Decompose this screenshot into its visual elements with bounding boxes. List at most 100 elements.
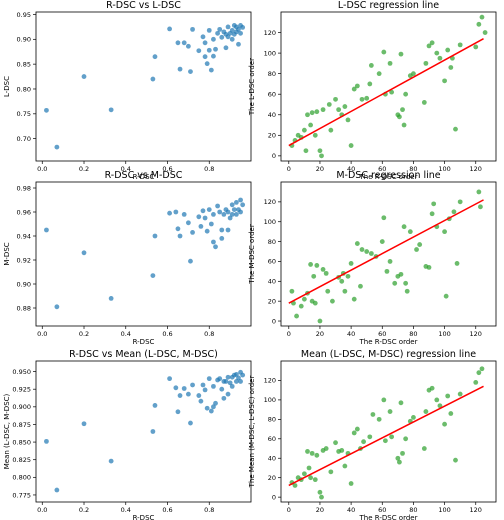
data-point <box>208 221 214 227</box>
data-point <box>177 66 183 72</box>
data-point <box>429 40 435 46</box>
data-point <box>368 63 374 68</box>
data-point <box>403 436 409 442</box>
chart-panel-2: L-DSC regression line 0 20 40 60 80 100 120 0 20 4… <box>248 0 497 181</box>
data-point <box>152 403 158 408</box>
data-point <box>400 107 405 113</box>
data-point <box>348 143 354 148</box>
y-axis-label: The M-DSC order <box>248 224 256 285</box>
data-point <box>442 78 447 84</box>
y-tick-label: 0.92 <box>17 256 31 264</box>
data-point <box>476 21 482 27</box>
data-point <box>319 153 324 159</box>
data-point <box>395 455 401 461</box>
x-tick-label: 0.8 <box>204 506 214 514</box>
data-point <box>188 420 193 426</box>
data-point <box>305 112 310 118</box>
data-point <box>292 483 298 488</box>
data-point <box>473 379 479 385</box>
y-tick-label: 60 <box>268 258 276 266</box>
data-point <box>289 288 295 294</box>
data-point <box>411 71 416 77</box>
data-point <box>317 148 323 154</box>
x-axis-label: R-DSC <box>133 514 155 520</box>
x-tick-label: 0.2 <box>79 165 89 173</box>
y-tick-label: 100 <box>264 218 276 226</box>
data-point <box>225 24 231 30</box>
data-layer <box>44 369 246 493</box>
data-point <box>434 50 440 56</box>
x-tick-label: 0.0 <box>37 506 47 514</box>
data-point <box>200 208 206 214</box>
data-point <box>238 30 243 36</box>
x-tick-label: 40 <box>347 165 355 173</box>
data-point <box>167 376 172 382</box>
y-tick-label: 0.75 <box>17 110 31 118</box>
data-point <box>397 459 402 465</box>
data-point <box>219 236 225 241</box>
data-point <box>359 96 365 102</box>
data-point <box>454 261 460 266</box>
plot-frame <box>35 360 252 503</box>
data-point <box>473 44 479 50</box>
chart-title: M-DSC regression line <box>336 170 440 181</box>
data-point <box>173 385 179 391</box>
y-tick-label: 60 <box>268 91 276 99</box>
data-point <box>152 233 158 239</box>
regression-line <box>288 199 484 304</box>
data-point <box>319 494 324 500</box>
data-point <box>429 385 435 391</box>
data-point <box>354 83 360 89</box>
y-tick-label: 100 <box>264 396 276 404</box>
data-point <box>437 403 443 409</box>
data-point <box>303 148 309 154</box>
data-point <box>308 475 314 481</box>
data-point <box>301 127 307 133</box>
y-tick-label: 120 <box>264 29 276 37</box>
data-point <box>238 209 243 215</box>
y-tick-label: 20 <box>268 474 276 482</box>
data-point <box>188 69 193 74</box>
x-tick-label: 40 <box>347 330 355 338</box>
data-point <box>44 107 49 113</box>
data-point <box>225 374 231 380</box>
data-point <box>206 47 212 53</box>
data-point <box>306 465 312 471</box>
data-point <box>317 318 323 324</box>
y-axis-label: Mean (L-DSC, M-DSC) <box>3 393 11 469</box>
x-axis-label: The R-DSC order <box>359 338 418 346</box>
x-tick-label: 0.6 <box>162 506 172 514</box>
data-point <box>225 34 231 40</box>
x-tick-label: 0.6 <box>162 165 172 173</box>
data-point <box>328 127 334 133</box>
data-point <box>387 409 393 414</box>
data-point <box>44 227 49 233</box>
y-tick-label: 0.875 <box>12 421 31 429</box>
data-point <box>204 405 210 411</box>
data-point <box>217 26 223 32</box>
data-point <box>204 61 210 67</box>
data-point <box>398 271 404 277</box>
data-point <box>223 379 229 384</box>
data-point <box>401 224 407 230</box>
data-point <box>198 224 204 229</box>
data-point <box>229 36 235 42</box>
data-point <box>384 268 390 274</box>
data-point <box>177 233 183 239</box>
data-point <box>54 304 60 310</box>
y-tick-label: 40 <box>268 278 276 286</box>
data-point <box>217 376 223 382</box>
x-tick-label: 0.4 <box>121 165 131 173</box>
data-point <box>152 54 158 60</box>
data-point <box>225 209 231 215</box>
data-point <box>348 261 354 266</box>
y-axis-label: M-DSC <box>3 242 11 265</box>
data-point <box>312 132 318 138</box>
data-point <box>54 144 60 150</box>
data-point <box>312 477 318 483</box>
y-tick-label: 0.70 <box>17 135 31 143</box>
data-point <box>213 244 218 250</box>
data-point <box>398 400 404 406</box>
x-tick-label: 100 <box>438 506 450 514</box>
data-point <box>382 438 388 444</box>
